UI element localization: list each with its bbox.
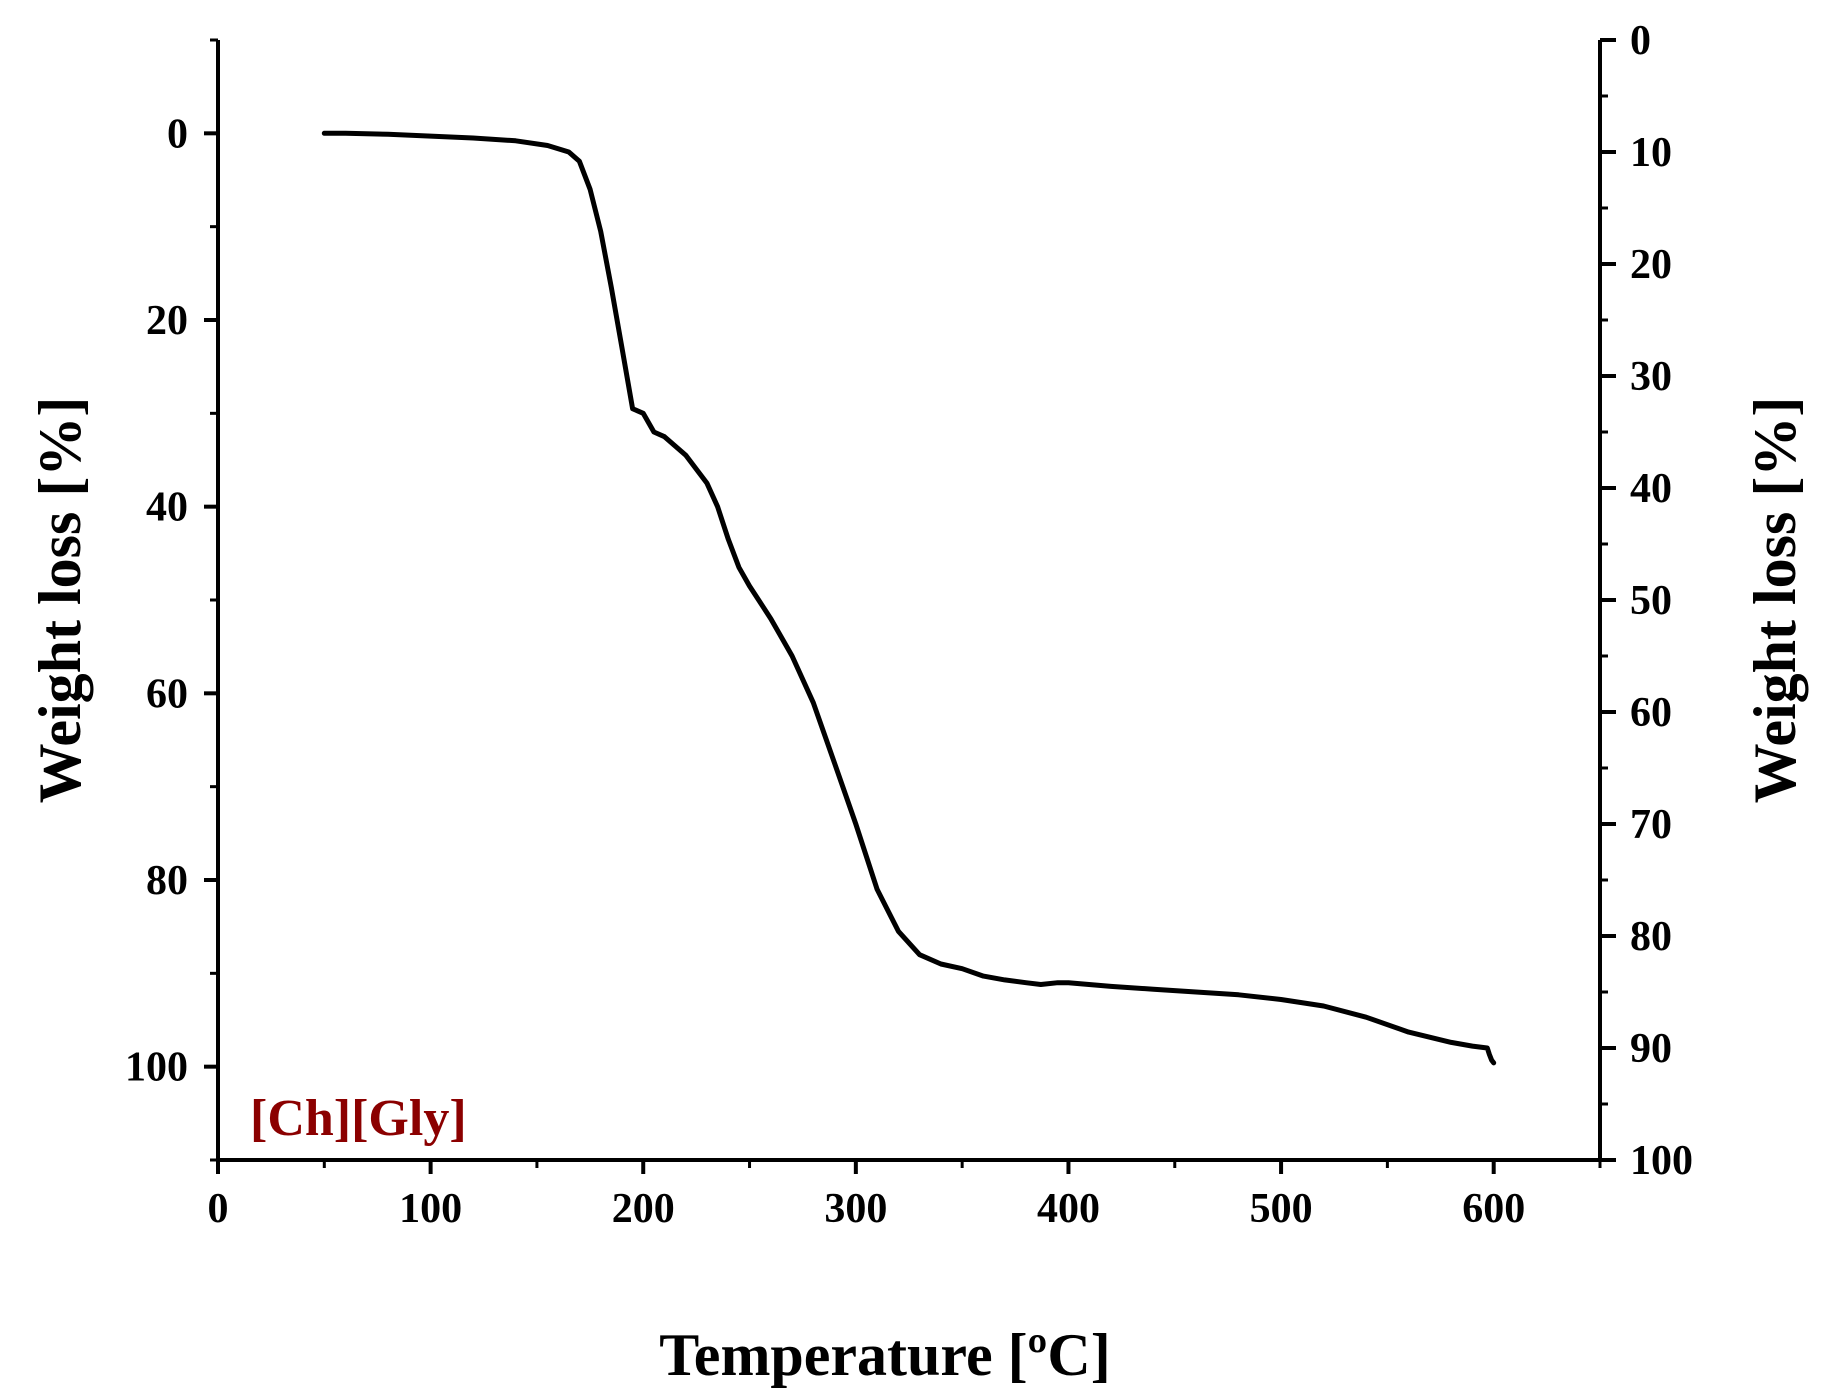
y-axis-title-right: Weight loss [%] bbox=[1742, 397, 1808, 804]
y-left-tick-label: 20 bbox=[146, 298, 188, 344]
x-tick-label: 600 bbox=[1462, 1186, 1525, 1232]
y-left-tick-label: 60 bbox=[146, 671, 188, 717]
y-right-tick-label: 10 bbox=[1630, 130, 1672, 176]
y-right-tick-label: 0 bbox=[1630, 18, 1651, 64]
sample-label: [Ch][Gly] bbox=[250, 1090, 467, 1147]
y-right-tick-label: 50 bbox=[1630, 578, 1672, 624]
y-left-tick-label: 100 bbox=[125, 1045, 188, 1091]
x-tick-label: 500 bbox=[1250, 1186, 1313, 1232]
x-tick-label: 400 bbox=[1037, 1186, 1100, 1232]
y-right-tick-label: 80 bbox=[1630, 914, 1672, 960]
x-axis-title: Temperature [ºC] bbox=[659, 1322, 1110, 1388]
x-tick-label: 100 bbox=[399, 1186, 462, 1232]
x-axis: 0 100 200 300 400 500 600 bbox=[208, 1158, 1602, 1232]
y-left-tick-label: 80 bbox=[146, 858, 188, 904]
x-tick-label: 300 bbox=[824, 1186, 887, 1232]
weight-loss-curve bbox=[321, 130, 1497, 1066]
y-right-tick-label: 20 bbox=[1630, 242, 1672, 288]
y-right-tick-label: 100 bbox=[1630, 1138, 1693, 1184]
y-axis-left: 0 20 40 60 80 100 bbox=[125, 38, 220, 1162]
y-left-tick-label: 0 bbox=[167, 111, 188, 157]
y-left-tick-label: 40 bbox=[146, 485, 188, 531]
series-layer bbox=[321, 130, 1497, 1066]
y-right-tick-label: 60 bbox=[1630, 690, 1672, 736]
x-tick-label: 200 bbox=[612, 1186, 675, 1232]
y-right-tick-label: 40 bbox=[1630, 466, 1672, 512]
y-right-tick-label: 30 bbox=[1630, 354, 1672, 400]
y-right-tick-label: 70 bbox=[1630, 802, 1672, 848]
x-tick-label: 0 bbox=[208, 1186, 229, 1232]
y-axis-title-left: Weight loss [%] bbox=[27, 397, 93, 804]
y-axis-right: 0 10 20 30 40 50 60 70 80 90 100 bbox=[1598, 18, 1693, 1184]
y-right-tick-label: 90 bbox=[1630, 1026, 1672, 1072]
